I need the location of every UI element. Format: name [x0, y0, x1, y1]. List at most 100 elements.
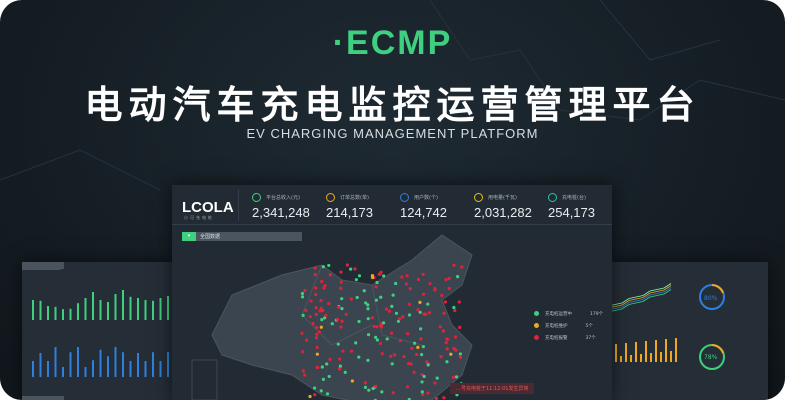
- legend-label: 充电桩报警: [545, 336, 568, 341]
- charger-dot: [458, 355, 463, 359]
- charger-dot: [452, 263, 456, 267]
- charger-dot: [319, 389, 323, 393]
- charger-dot: [452, 305, 456, 310]
- charger-dot: [312, 386, 317, 390]
- charger-dot: [314, 286, 318, 290]
- charger-dot: [319, 306, 323, 311]
- charger-dot: [382, 274, 386, 278]
- charger-dot: [330, 322, 334, 326]
- kpi-label: 充电桩(台): [562, 195, 586, 201]
- charger-dot: [366, 303, 370, 307]
- charger-dot: [355, 295, 359, 300]
- cart-icon: [326, 193, 335, 202]
- charger-dot: [370, 316, 374, 320]
- charger-dot: [314, 306, 318, 310]
- charger-dot: [441, 329, 446, 333]
- blue-bar: [107, 356, 109, 377]
- green-bar: [92, 292, 94, 320]
- orange-bar: [670, 351, 672, 362]
- charger-dot: [337, 366, 341, 371]
- charger-dot: [336, 318, 340, 322]
- green-bar: [167, 296, 169, 320]
- charger-dot: [393, 353, 397, 357]
- kpi-label: 用户数(个): [414, 195, 438, 201]
- charger-dot: [438, 325, 442, 329]
- blue-bar: [92, 360, 94, 377]
- charger-dot: [439, 355, 443, 359]
- blue-bar: [69, 352, 72, 377]
- charger-dot: [300, 295, 305, 299]
- charger-dot: [426, 391, 430, 395]
- charger-dot: [311, 322, 315, 326]
- charger-dot: [455, 275, 460, 279]
- blue-bar: [47, 361, 49, 377]
- charger-dot: [340, 319, 344, 323]
- charger-dot: [447, 276, 451, 281]
- charger-dot: [315, 332, 319, 336]
- charger-dot: [328, 273, 332, 277]
- charger-dot: [374, 298, 378, 302]
- charger-dot: [354, 278, 358, 282]
- trend-line: [608, 287, 672, 311]
- alert-banner[interactable]: …号充电桩于11:12:01发生异常: [450, 383, 535, 394]
- charger-dot: [323, 283, 327, 288]
- charger-dot: [366, 307, 370, 311]
- legend-item: 充电桩运营中 179个: [534, 311, 603, 317]
- legend-count: 5个: [585, 324, 593, 329]
- charger-dot: [325, 392, 330, 396]
- green-bar: [84, 298, 87, 320]
- blue-bar: [122, 352, 124, 377]
- chevron-down-icon[interactable]: ▾: [182, 232, 196, 241]
- charger-dot: [410, 346, 414, 350]
- bar-charts: [22, 262, 169, 400]
- charger-dot: [305, 338, 309, 342]
- green-bar: [152, 300, 154, 320]
- right-stats-panel: 80% 78%: [608, 262, 768, 400]
- charger-dot: [449, 352, 453, 356]
- kpi-value: 2,031,282: [474, 205, 532, 220]
- blue-bar: [137, 353, 139, 377]
- charger-dot: [404, 282, 409, 286]
- legend-label: 充电桩维护: [545, 324, 568, 329]
- charger-dot: [363, 385, 368, 390]
- blue-bar: [159, 361, 162, 377]
- orange-bar: [675, 338, 677, 362]
- charger-dot: [337, 305, 341, 309]
- charger-dot: [300, 331, 304, 335]
- charger-dot: [421, 392, 425, 397]
- charger-dot: [320, 365, 324, 369]
- charger-dot: [384, 307, 389, 311]
- blue-bar: [129, 361, 132, 377]
- blue-bar: [152, 352, 154, 377]
- green-bar: [39, 300, 42, 320]
- charger-dot: [318, 309, 322, 313]
- region-select[interactable]: ▾ 全国数据: [182, 232, 302, 241]
- charger-dot: [313, 266, 317, 270]
- charger-icon: [548, 193, 557, 202]
- status-dot-icon: [534, 335, 539, 340]
- charger-dot: [420, 372, 424, 377]
- orange-bar: [655, 340, 657, 362]
- charger-dot: [415, 352, 419, 357]
- left-stats-panel: [22, 262, 182, 400]
- charger-dot: [434, 396, 439, 400]
- blue-bar: [77, 347, 79, 377]
- charger-dot: [445, 347, 449, 351]
- charger-dot: [304, 308, 308, 312]
- charger-dot: [407, 397, 411, 400]
- legend-count: 37个: [585, 336, 596, 341]
- orange-bar: [635, 342, 637, 362]
- charger-dot: [370, 273, 375, 278]
- charger-dot: [322, 286, 326, 290]
- charger-dot: [314, 336, 319, 340]
- charger-dot: [303, 288, 307, 293]
- charger-dot: [390, 362, 394, 366]
- dashboard-header: LCOLA 小可充电桩 平台总收入(元) 2,341,248 订单总数(单) 214,…: [172, 185, 612, 225]
- charger-dot: [412, 341, 417, 345]
- charger-dot: [445, 360, 449, 364]
- charger-dot: [396, 319, 401, 323]
- charger-dot: [339, 280, 343, 284]
- charger-dot: [321, 265, 325, 269]
- charger-dot: [444, 278, 448, 282]
- charger-dot: [420, 380, 424, 384]
